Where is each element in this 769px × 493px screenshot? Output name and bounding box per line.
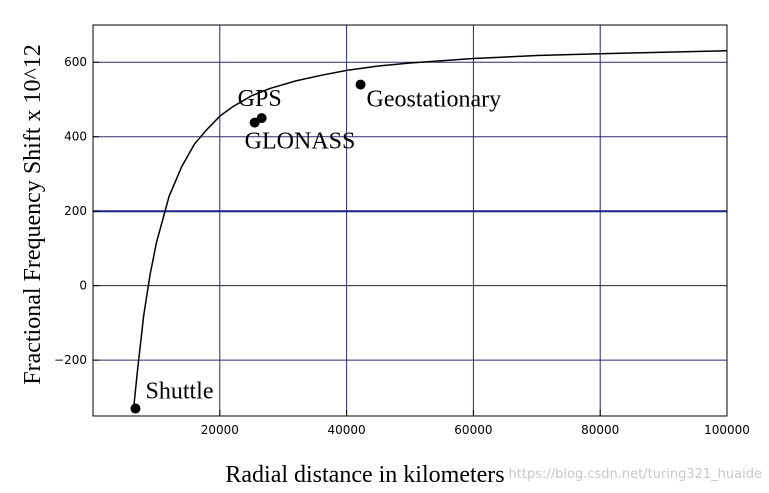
x-tick-label-40000: 40000 bbox=[328, 423, 366, 437]
watermark-text: https://blog.csdn.net/turing321_huaide bbox=[509, 467, 762, 482]
y-tick-label-200: 200 bbox=[64, 204, 87, 218]
x-axis-label: Radial distance in kilometers bbox=[225, 462, 504, 488]
point-label-glonass: GLONASS bbox=[245, 129, 356, 155]
series-line bbox=[132, 49, 728, 409]
plot-frame bbox=[92, 24, 728, 417]
point-label-geostationary: Geostationary bbox=[367, 87, 502, 113]
y-tick-label--200: −200 bbox=[54, 353, 87, 367]
x-tick-label-20000: 20000 bbox=[201, 423, 239, 437]
x-tick-label-60000: 60000 bbox=[454, 423, 492, 437]
ticks: 20000 40000 60000 80000 100000 −200 0 200 400 600 bbox=[54, 55, 750, 437]
x-tick-label-80000: 80000 bbox=[581, 423, 619, 437]
points: Shuttle GLONASS GPS Geostationary bbox=[130, 79, 502, 414]
y-tick-label-600: 600 bbox=[64, 55, 87, 69]
point-label-gps: GPS bbox=[238, 86, 282, 112]
point-gps bbox=[256, 113, 267, 124]
point-shuttle bbox=[130, 403, 141, 414]
y-tick-label-0: 0 bbox=[79, 279, 87, 293]
y-tick-label-400: 400 bbox=[64, 130, 87, 144]
x-tick-label-100000: 100000 bbox=[704, 423, 750, 437]
y-axis-label: Fractional Frequency Shift x 10^12 bbox=[20, 44, 46, 385]
point-label-shuttle: Shuttle bbox=[145, 379, 213, 405]
point-geostationary bbox=[355, 79, 366, 90]
grid bbox=[93, 25, 727, 416]
